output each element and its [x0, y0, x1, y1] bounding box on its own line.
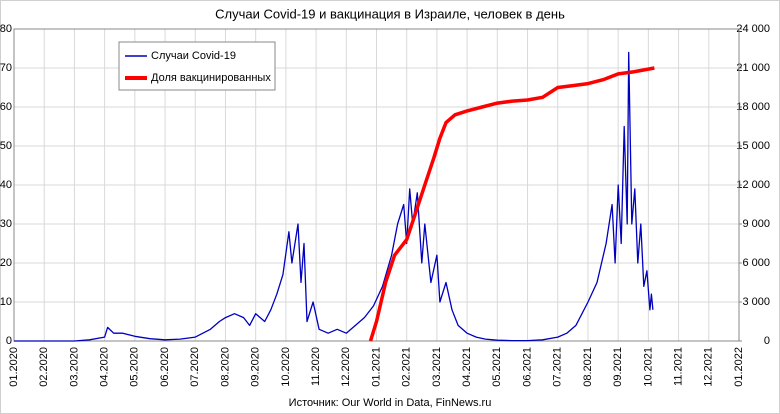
- chart-title: Случаи Covid-19 и вакцинация в Израиле, …: [215, 6, 565, 21]
- y2-tick-label: 6 000: [742, 257, 770, 269]
- x-tick-label: 09.2020: [250, 347, 262, 387]
- x-tick-label: 12.2021: [703, 347, 715, 387]
- x-tick-label: 06.2020: [159, 347, 171, 387]
- y-tick-label: 50: [0, 140, 12, 152]
- y2-tick-label: 18 000: [736, 101, 770, 113]
- x-tick-label: 03.2021: [431, 347, 443, 387]
- y-tick-label: 60: [0, 101, 12, 113]
- x-tick-label: 01.2022: [733, 347, 745, 387]
- y-tick-label: 40: [0, 179, 12, 191]
- x-tick-label: 10.2021: [642, 347, 654, 387]
- x-tick-label: 05.2021: [491, 347, 503, 387]
- y-tick-label: 10: [0, 296, 12, 308]
- y2-tick-label: 3 000: [742, 296, 770, 308]
- x-tick-label: 07.2021: [552, 347, 564, 387]
- x-tick-label: 08.2021: [582, 347, 594, 387]
- y2-tick-label: 21 000: [736, 62, 770, 74]
- legend-label: Доля вакцинированных: [151, 72, 271, 84]
- x-tick-label: 04.2020: [99, 347, 111, 387]
- x-tick-label: 09.2021: [612, 347, 624, 387]
- x-tick-label: 02.2021: [401, 347, 413, 387]
- legend-label: Случаи Covid-19: [151, 50, 236, 62]
- x-tick-label: 05.2020: [129, 347, 141, 387]
- x-tick-label: 01.2021: [370, 347, 382, 387]
- x-tick-label: 06.2021: [521, 347, 533, 387]
- x-tick-label: 11.2020: [310, 347, 322, 386]
- plot-border: [13, 28, 740, 342]
- y2-tick-label: 24 000: [736, 23, 770, 35]
- y-tick-label: 70: [0, 62, 12, 74]
- x-tick-label: 04.2021: [461, 347, 473, 387]
- x-tick-label: 11.2021: [672, 347, 684, 386]
- x-tick-label: 10.2020: [280, 347, 292, 387]
- x-tick-label: 12.2020: [340, 347, 352, 387]
- x-tick-label: 08.2020: [219, 347, 231, 387]
- source-note: Источник: Our World in Data, FinNews.ru: [289, 397, 492, 409]
- legend-box: [118, 41, 276, 91]
- y2-tick-label: 15 000: [736, 140, 770, 152]
- series-line: [14, 51, 654, 342]
- x-tick-label: 01.2020: [8, 347, 20, 387]
- y-tick-label: 30: [0, 218, 12, 230]
- y2-tick-label: 9 000: [742, 218, 770, 230]
- y-tick-label: 0: [6, 335, 12, 347]
- x-tick-label: 03.2020: [68, 347, 80, 387]
- series-line: [368, 66, 655, 342]
- y2-tick-label: 12 000: [736, 179, 770, 191]
- y2-tick-label: 0: [764, 335, 770, 347]
- x-tick-label: 02.2020: [38, 347, 50, 387]
- y-tick-label: 80: [0, 23, 12, 35]
- x-tick-label: 07.2020: [189, 347, 201, 387]
- y-tick-label: 20: [0, 257, 12, 269]
